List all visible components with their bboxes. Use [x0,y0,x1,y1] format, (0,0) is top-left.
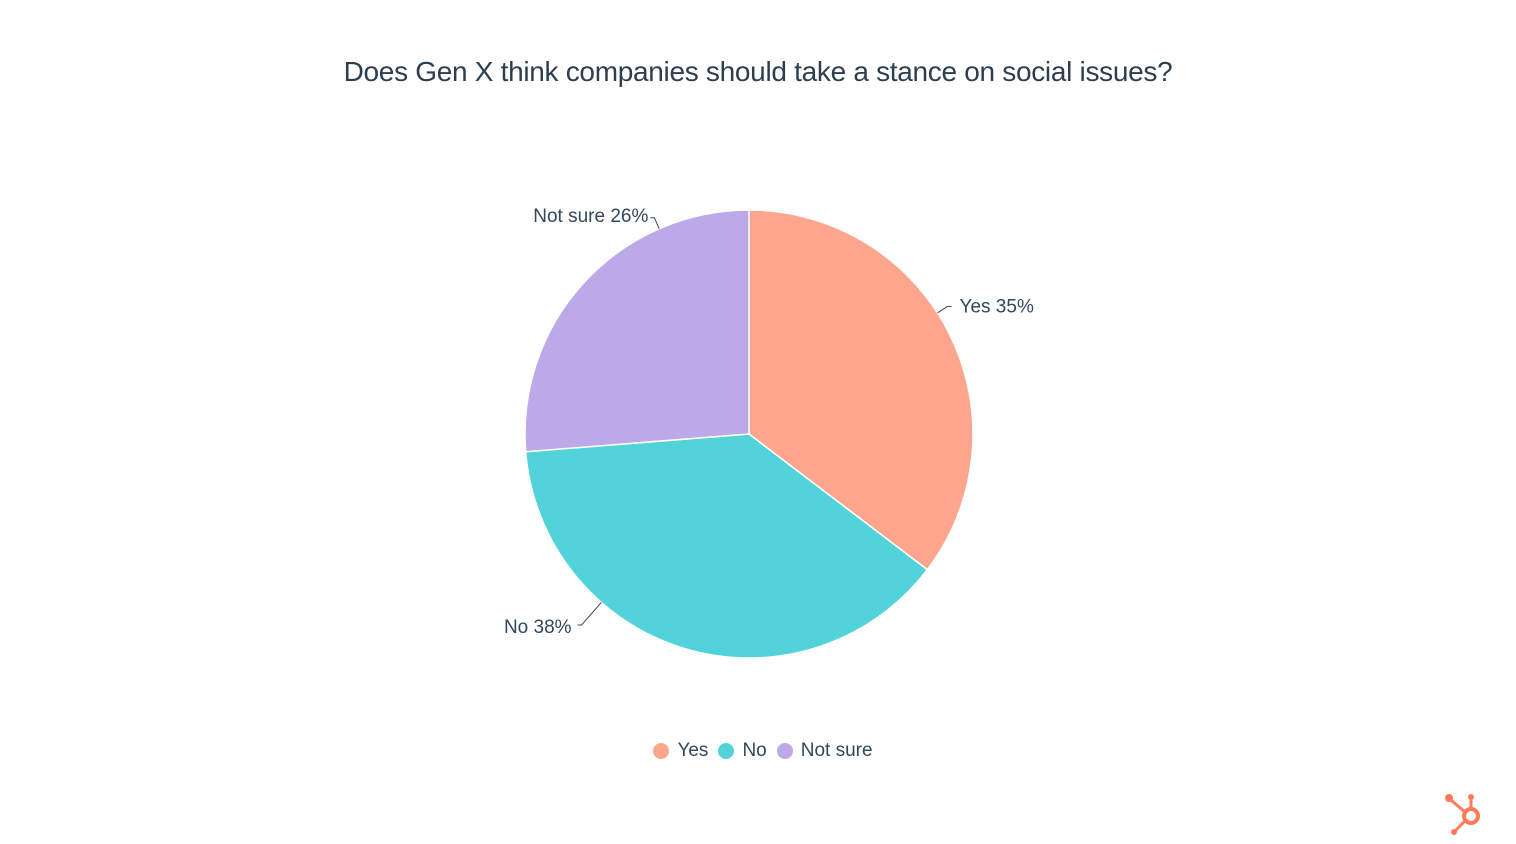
legend-item-yes[interactable]: Yes [653,740,708,762]
slice-label-not-sure: Not sure 26% [533,206,648,227]
legend: Yes No Not sure [0,740,1516,762]
leader-line-no [577,602,602,626]
leader-line-not-sure [650,217,660,229]
slice-labels: Yes 35% No 38% Not sure 26% [504,206,1034,638]
legend-swatch [653,743,670,759]
chart-title: Does Gen X think companies should take a… [343,56,1173,87]
legend-item-not-sure[interactable]: Not sure [776,740,873,762]
legend-label: No [742,740,767,761]
legend-swatch [776,743,793,759]
hubspot-sprocket-icon [1445,794,1480,835]
label-leader-lines [577,217,952,626]
legend-item-no[interactable]: No [718,740,767,762]
legend-swatch [718,743,735,759]
leader-line-yes [937,305,952,314]
slice-label-no: No 38% [504,617,572,638]
legend-label: Yes [677,740,709,761]
legend-label: Not sure [800,740,873,761]
slice-label-yes: Yes 35% [960,296,1034,317]
pie-slice-not-sure[interactable] [524,209,750,453]
pie-slice-no[interactable] [524,433,929,659]
pie-slice-yes[interactable] [748,209,974,571]
pie-slices [524,209,974,659]
